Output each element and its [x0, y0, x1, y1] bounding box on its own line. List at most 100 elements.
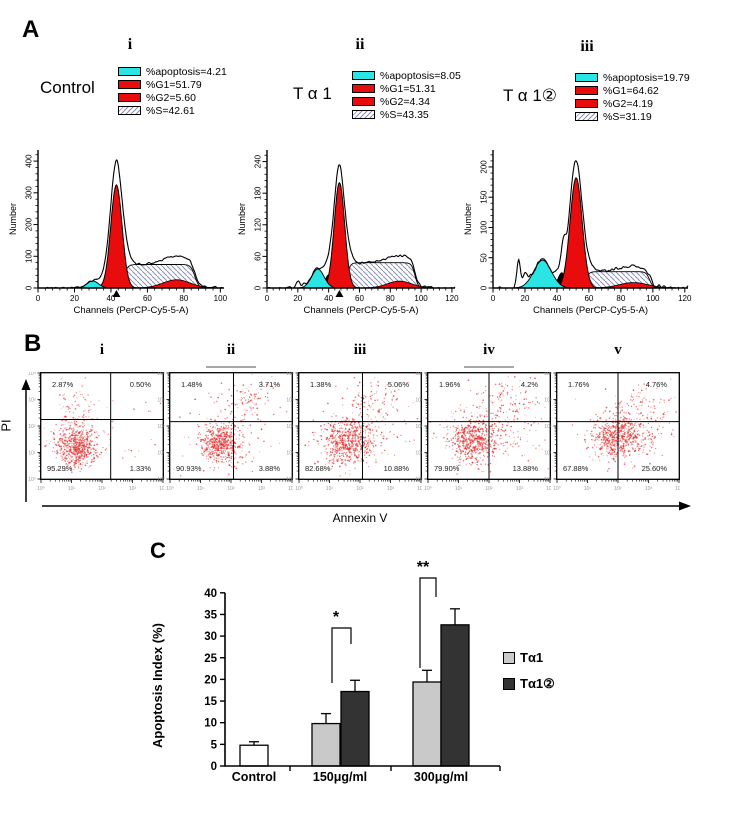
svg-text:10¹: 10¹	[197, 486, 205, 492]
legend-s-text: %S=43.35	[380, 108, 429, 121]
cycle-legend-iii: %apoptosis=19.79 %G1=64.62 %G2=4.19 %S=3…	[575, 72, 690, 123]
svg-text:10⁴: 10⁴	[417, 486, 422, 492]
scatter-svg-iv: 10⁰10⁰10¹10¹10²10²10³10³10⁴10⁴	[415, 372, 551, 492]
s-phase-swatch	[118, 106, 141, 115]
cycle-legend-ii: %apoptosis=8.05 %G1=51.31 %G2=4.34 %S=43…	[352, 69, 461, 121]
svg-text:0: 0	[491, 294, 496, 303]
bar-chart-y-axis-label: Apoptosis Index (%)	[150, 623, 165, 748]
svg-text:10⁴: 10⁴	[157, 372, 165, 377]
g1-swatch	[352, 84, 375, 93]
svg-text:180: 180	[254, 186, 263, 200]
svg-text:60: 60	[355, 294, 364, 303]
svg-text:100: 100	[25, 249, 34, 263]
svg-text:10⁴: 10⁴	[286, 372, 294, 377]
annexin-axis-label: Annexin V	[332, 511, 388, 525]
svg-text:10⁰: 10⁰	[28, 477, 36, 483]
svg-text:0: 0	[265, 294, 270, 303]
svg-text:400: 400	[25, 154, 34, 168]
quadrant-ul-percent: 1.48%	[181, 380, 203, 389]
svg-text:0: 0	[254, 285, 263, 290]
svg-text:10¹: 10¹	[286, 451, 294, 457]
annexin-pi-plot-v: 1.76% 4.76% 67.88% 25.60% 10⁰ 10⁰ 10¹ 10¹ 10…	[544, 372, 680, 492]
svg-text:40: 40	[324, 294, 333, 303]
pi-axis-label: PI	[0, 419, 14, 432]
cell-cycle-histogram-i: 0 20 40 60 80 100 0 100 200 300 400 Number Channels …	[2, 126, 238, 318]
category-label-300: 300μg/ml	[413, 770, 469, 784]
apoptosis-swatch	[575, 73, 598, 82]
legend-apoptosis-text: %apoptosis=4.21	[146, 65, 227, 78]
histogram-svg-hist1: 0 20 40 60 80 100 120 0 60 120 180 240 Number Channel…	[237, 150, 459, 316]
g2-swatch	[575, 99, 598, 108]
svg-text:Channels (PerCP-Cy5-5-A): Channels (PerCP-Cy5-5-A)	[533, 305, 648, 316]
quadrant-lr-percent: 25.60%	[641, 464, 667, 473]
panel-b-numeral-i: i	[99, 342, 105, 358]
svg-text:100: 100	[214, 294, 228, 303]
quadrant-ur-percent: 4.76%	[645, 380, 667, 389]
svg-text:10⁰: 10⁰	[424, 486, 432, 492]
legend-row: %apoptosis=4.21	[118, 65, 227, 78]
s-phase-swatch	[352, 110, 375, 119]
svg-text:20: 20	[521, 294, 530, 303]
svg-text:10⁴: 10⁴	[288, 486, 293, 492]
annexin-axis-arrow	[42, 501, 691, 511]
g1-swatch	[118, 80, 141, 89]
svg-text:10¹: 10¹	[326, 486, 334, 492]
svg-text:0: 0	[480, 285, 489, 290]
cell-cycle-histogram-iii: 0 20 40 60 80 100 120 0 50 100 150 200 Number Channel…	[455, 126, 736, 318]
svg-text:10⁴: 10⁴	[546, 486, 551, 492]
svg-text:10⁴: 10⁴	[415, 372, 423, 377]
svg-text:200: 200	[480, 160, 489, 174]
svg-text:80: 80	[179, 294, 188, 303]
legend-g1-text: %G1=64.62	[603, 84, 659, 97]
numeral-overline-iv	[464, 366, 514, 368]
svg-text:10³: 10³	[129, 486, 137, 492]
svg-text:10²: 10²	[485, 486, 493, 492]
panel-a-numeral-iii: iii	[580, 38, 594, 55]
numeral-overline-ii	[206, 366, 256, 368]
svg-text:10⁰: 10⁰	[544, 477, 552, 483]
legend-row: %G2=4.19	[575, 98, 690, 110]
legend-apoptosis-text: %apoptosis=8.05	[380, 69, 461, 82]
s-phase-swatch	[575, 112, 598, 121]
quadrant-lr-percent: 10.88%	[383, 464, 409, 473]
svg-text:25: 25	[204, 653, 217, 665]
annexin-pi-plot-iv: 1.96% 4.2% 79.90% 13.88% 10⁰ 10⁰ 10¹ 10¹ 10²…	[415, 372, 551, 492]
svg-text:Number: Number	[8, 203, 18, 235]
quadrant-ul-percent: 1.96%	[439, 380, 461, 389]
svg-text:10³: 10³	[415, 398, 423, 404]
svg-text:120: 120	[445, 294, 459, 303]
svg-text:100: 100	[646, 294, 660, 303]
panel-b-label: B	[24, 330, 42, 357]
svg-text:120: 120	[254, 218, 263, 232]
quadrant-ur-percent: 0.50%	[129, 380, 151, 389]
svg-text:10²: 10²	[544, 424, 552, 430]
svg-text:35: 35	[204, 609, 217, 621]
svg-text:300: 300	[25, 186, 34, 200]
svg-text:40: 40	[552, 294, 561, 303]
bar-legend-ta1-2: Tα1②	[503, 676, 555, 692]
svg-text:10⁰: 10⁰	[286, 477, 294, 483]
legend-g2-text: %G2=5.60	[146, 91, 196, 104]
panel-b-numeral-ii: ii	[226, 342, 236, 358]
panel-b-numeral-iv: iv	[483, 342, 495, 358]
bar-legend-ta1: Tα1	[503, 650, 543, 665]
svg-text:40: 40	[204, 588, 217, 600]
svg-text:15: 15	[204, 696, 217, 708]
svg-text:10²: 10²	[286, 424, 294, 430]
panel-a-label: A	[22, 16, 40, 43]
svg-text:10³: 10³	[258, 486, 266, 492]
legend-row: %apoptosis=8.05	[352, 69, 461, 82]
apoptosis-swatch	[352, 71, 375, 80]
ta1-swatch	[503, 651, 515, 664]
svg-text:10²: 10²	[227, 486, 235, 492]
svg-text:80: 80	[616, 294, 625, 303]
svg-text:10¹: 10¹	[455, 486, 463, 492]
panel-c-label: C	[150, 538, 166, 563]
svg-text:10⁴: 10⁴	[159, 486, 164, 492]
legend-row: %G1=64.62	[575, 84, 690, 97]
svg-text:100: 100	[414, 294, 428, 303]
panel-a-numeral-i: i	[127, 36, 133, 53]
g2-swatch	[118, 93, 141, 102]
svg-text:Channels (PerCP-Cy5-5-A): Channels (PerCP-Cy5-5-A)	[73, 305, 188, 316]
